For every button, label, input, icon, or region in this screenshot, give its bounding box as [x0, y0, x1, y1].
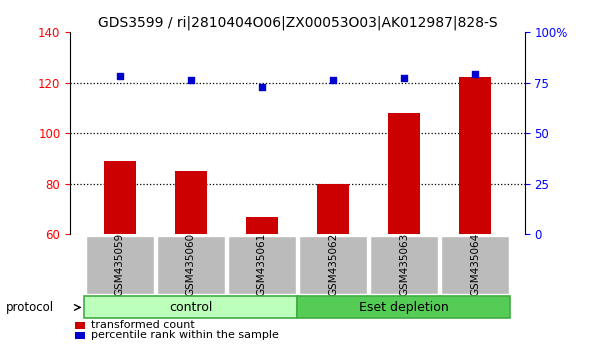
Text: transformed count: transformed count: [91, 320, 195, 330]
Bar: [74, 332, 85, 339]
Text: GSM435064: GSM435064: [470, 233, 480, 297]
FancyBboxPatch shape: [86, 236, 154, 294]
FancyBboxPatch shape: [441, 236, 509, 294]
Text: percentile rank within the sample: percentile rank within the sample: [91, 330, 279, 341]
Bar: [74, 321, 85, 329]
Text: GSM435059: GSM435059: [115, 233, 125, 297]
FancyBboxPatch shape: [228, 236, 296, 294]
FancyBboxPatch shape: [157, 236, 225, 294]
Point: [399, 76, 409, 81]
Title: GDS3599 / ri|2810404O06|ZX00053O03|AK012987|828-S: GDS3599 / ri|2810404O06|ZX00053O03|AK012…: [98, 15, 497, 30]
Text: GSM435062: GSM435062: [328, 233, 338, 297]
Point: [115, 74, 124, 79]
Bar: [388, 113, 420, 234]
Point: [328, 78, 338, 83]
Text: GSM435063: GSM435063: [399, 233, 409, 297]
Text: GSM435060: GSM435060: [186, 233, 196, 296]
Bar: [317, 184, 349, 234]
Bar: [104, 161, 136, 234]
FancyBboxPatch shape: [299, 236, 367, 294]
FancyBboxPatch shape: [370, 236, 438, 294]
Text: protocol: protocol: [6, 301, 54, 314]
FancyBboxPatch shape: [84, 297, 298, 318]
Bar: [175, 171, 207, 234]
Point: [470, 72, 480, 77]
Text: Eset depletion: Eset depletion: [359, 301, 449, 314]
Text: control: control: [169, 301, 212, 314]
Point: [257, 84, 267, 90]
FancyBboxPatch shape: [298, 297, 511, 318]
Point: [186, 78, 196, 83]
Bar: [246, 217, 278, 234]
Text: GSM435061: GSM435061: [257, 233, 267, 297]
Bar: [459, 78, 491, 234]
